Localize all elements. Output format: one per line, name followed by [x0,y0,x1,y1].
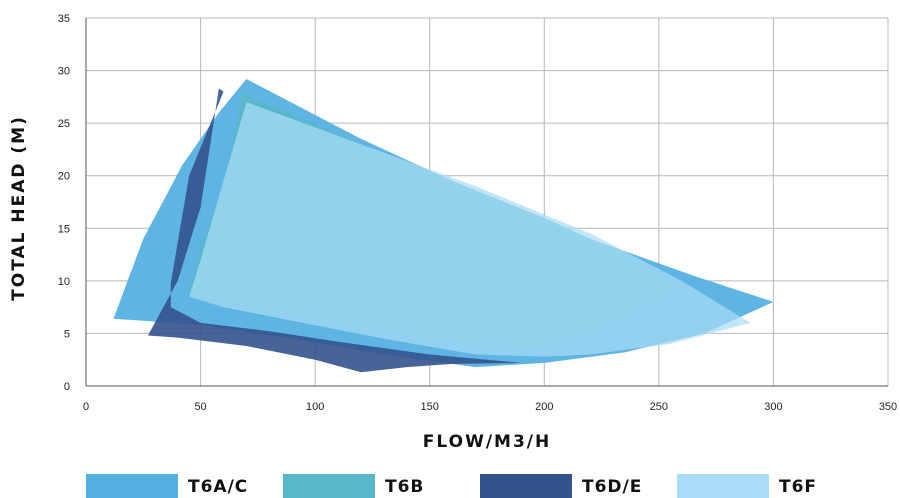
x-tick-label: 350 [879,401,897,413]
axis-layer [85,18,888,387]
tick-label-layer: 0 50 100 150 200 250 300 350 0 5 10 15 20 25 30 35 [58,13,897,413]
y-tick-label: 25 [58,118,70,130]
x-tick-label: 0 [83,401,89,413]
x-tick-label: 150 [421,401,439,413]
x-tick-label: 300 [764,401,782,413]
area-layer [113,79,774,373]
legend-label: T6A/C [188,477,248,497]
y-tick-label: 15 [58,223,70,235]
legend-label: T6F [779,477,817,497]
x-tick-label: 200 [535,401,553,413]
area-t6f [189,102,751,357]
legend: T6A/C T6B T6D/E T6F [86,474,817,498]
x-axis-title: FLOW/M3/H [423,432,551,452]
x-tick-label: 100 [306,401,324,413]
legend-label: T6B [385,477,424,497]
y-tick-label: 30 [58,66,70,78]
legend-label: T6D/E [582,477,642,497]
y-tick-label: 10 [58,276,70,288]
legend-swatch [86,474,178,498]
y-axis-title: TOTAL HEAD (M) [9,115,29,301]
y-tick-label: 35 [58,13,70,25]
legend-swatch [677,474,769,498]
y-tick-label: 5 [64,328,70,340]
x-tick-label: 250 [650,401,668,413]
legend-swatch [480,474,572,498]
x-tick-label: 50 [194,401,206,413]
y-tick-label: 0 [64,381,70,393]
y-tick-label: 20 [58,171,70,183]
legend-swatch [283,474,375,498]
